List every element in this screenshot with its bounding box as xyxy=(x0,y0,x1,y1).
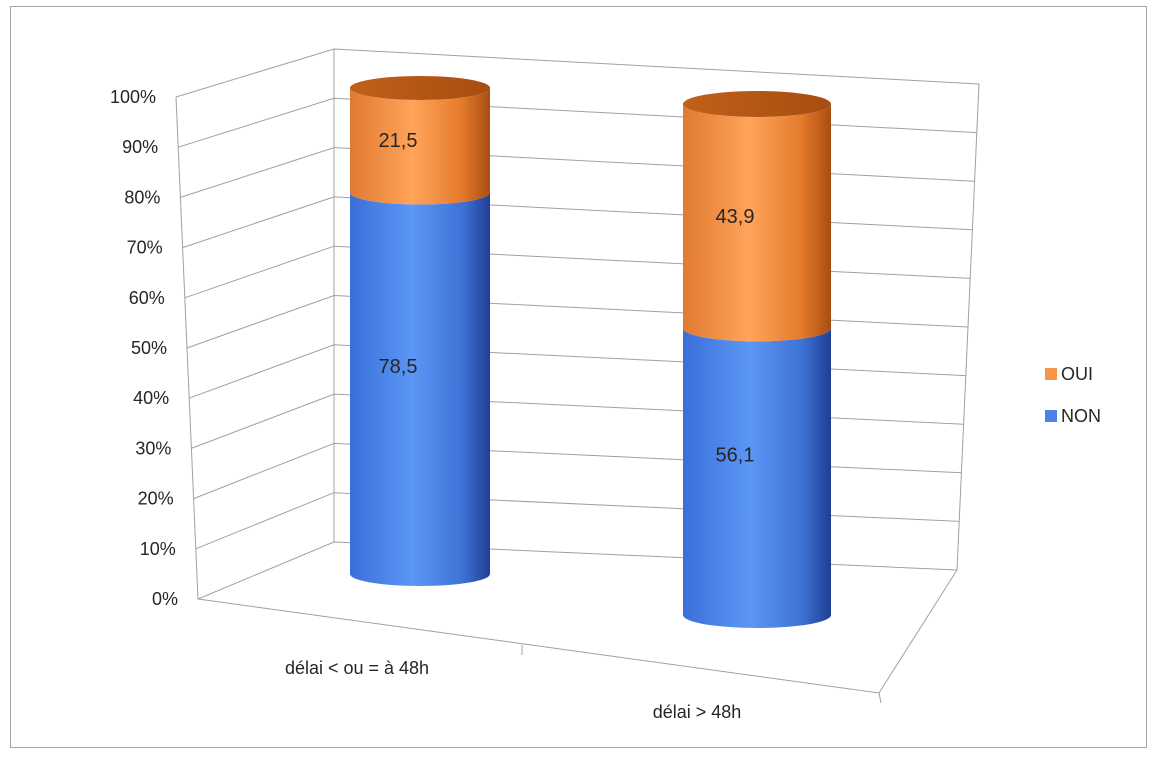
y-axis: 0% 10% 20% 30% 40% 50% 60% 70% 80% 90% 100% xyxy=(110,87,178,609)
bar-top-cap xyxy=(350,76,490,100)
bar-non xyxy=(683,328,831,628)
y-tick-label: 40% xyxy=(133,388,169,408)
gridline xyxy=(197,541,958,600)
floor-tick xyxy=(878,692,882,704)
legend: OUI NON xyxy=(1045,364,1101,426)
bar-group: 78,5 21,5 xyxy=(350,76,490,587)
y-tick-label: 70% xyxy=(127,238,163,258)
bar-oui xyxy=(350,88,490,205)
bar-non xyxy=(350,192,490,587)
category-label: délai < ou = à 48h xyxy=(285,658,429,678)
x-axis: délai < ou = à 48h délai > 48h xyxy=(285,658,741,722)
left-wall-edge xyxy=(175,96,199,600)
legend-item: OUI xyxy=(1045,364,1093,384)
chart-area: 0% 10% 20% 30% 40% 50% 60% 70% 80% 90% 100% 78,5 21… xyxy=(10,6,1147,748)
chart-walls xyxy=(175,48,980,704)
legend-label: OUI xyxy=(1061,364,1093,384)
gridline xyxy=(175,48,980,98)
bar-oui xyxy=(683,104,831,342)
right-wall-edge xyxy=(956,83,980,571)
y-tick-label: 100% xyxy=(110,87,156,107)
gridline xyxy=(178,97,977,148)
gridline xyxy=(186,294,969,349)
gridline xyxy=(193,442,962,500)
y-tick-label: 10% xyxy=(140,539,176,559)
y-tick-label: 50% xyxy=(131,338,167,358)
y-tick-label: 90% xyxy=(122,137,158,157)
y-tick-label: 80% xyxy=(124,187,160,207)
y-tick-label: 0% xyxy=(152,589,178,609)
legend-swatch xyxy=(1045,410,1057,422)
gridline xyxy=(191,393,964,449)
data-label-non: 56,1 xyxy=(716,445,755,467)
y-tick-label: 20% xyxy=(138,489,174,509)
y-tick-label: 60% xyxy=(129,288,165,308)
bars: 78,5 21,5 56,1 43,9 xyxy=(350,76,831,628)
bar-group: 56,1 43,9 xyxy=(683,91,831,628)
gridline xyxy=(195,492,960,550)
data-label-oui: 43,9 xyxy=(716,206,755,228)
gridline xyxy=(180,147,975,198)
category-label: délai > 48h xyxy=(653,702,742,722)
legend-item: NON xyxy=(1045,406,1101,426)
bar-top-cap xyxy=(683,91,831,117)
data-label-non: 78,5 xyxy=(379,356,418,378)
chart-plot: 0% 10% 20% 30% 40% 50% 60% 70% 80% 90% 100% 78,5 21… xyxy=(110,48,1101,722)
legend-label: NON xyxy=(1061,406,1101,426)
gridline xyxy=(189,344,966,399)
legend-swatch xyxy=(1045,368,1057,380)
gridline xyxy=(184,245,971,299)
gridline xyxy=(182,196,973,249)
y-tick-label: 30% xyxy=(135,438,171,458)
data-label-oui: 21,5 xyxy=(379,130,418,152)
